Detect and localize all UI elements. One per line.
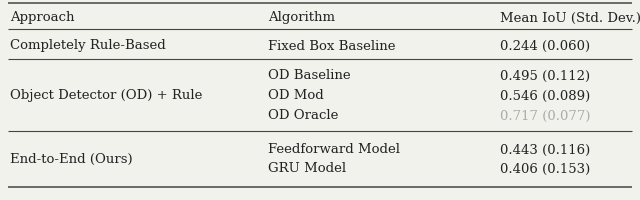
Text: Approach: Approach — [10, 11, 74, 24]
Text: 0.443 (0.116): 0.443 (0.116) — [500, 143, 590, 156]
Text: Mean IoU (Std. Dev.): Mean IoU (Std. Dev.) — [500, 11, 640, 24]
Text: GRU Model: GRU Model — [268, 162, 346, 175]
Text: Object Detector (OD) + Rule: Object Detector (OD) + Rule — [10, 89, 202, 102]
Text: 0.495 (0.112): 0.495 (0.112) — [500, 69, 590, 82]
Text: Fixed Box Baseline: Fixed Box Baseline — [268, 39, 396, 52]
Text: 0.717 (0.077): 0.717 (0.077) — [500, 109, 591, 122]
Text: 0.406 (0.153): 0.406 (0.153) — [500, 162, 590, 175]
Text: OD Mod: OD Mod — [268, 89, 324, 102]
Text: End-to-End (Ours): End-to-End (Ours) — [10, 152, 132, 165]
Text: OD Oracle: OD Oracle — [268, 109, 339, 122]
Text: OD Baseline: OD Baseline — [268, 69, 351, 82]
Text: 0.244 (0.060): 0.244 (0.060) — [500, 39, 590, 52]
Text: 0.546 (0.089): 0.546 (0.089) — [500, 89, 590, 102]
Text: Algorithm: Algorithm — [268, 11, 335, 24]
Text: Completely Rule-Based: Completely Rule-Based — [10, 39, 166, 52]
Text: Feedforward Model: Feedforward Model — [268, 143, 400, 156]
